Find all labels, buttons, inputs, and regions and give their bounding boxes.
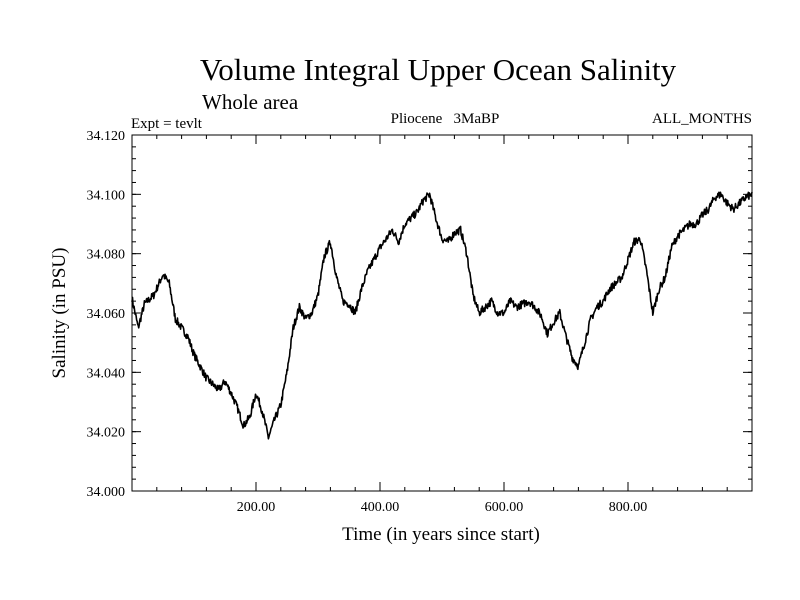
y-tick-label: 34.100 xyxy=(87,188,126,203)
y-tick-labels: 34.000 34.020 34.040 34.060 34.080 34.100 34.1… xyxy=(87,129,126,500)
x-tick-label: 200.00 xyxy=(237,500,276,515)
y-tick-label: 34.000 xyxy=(87,485,126,500)
chart-subtitle: Whole area xyxy=(202,90,299,114)
y-tick-label: 34.020 xyxy=(87,426,126,441)
experiment-label: Expt = tevlt xyxy=(131,116,203,132)
y-tick-label: 34.060 xyxy=(87,307,126,322)
y-tick-label: 34.120 xyxy=(87,129,126,144)
y-tick-label: 34.080 xyxy=(87,248,126,263)
period-label: Pliocene 3MaBP xyxy=(391,111,500,127)
y-axis-label: Salinity (in PSU) xyxy=(49,248,70,379)
chart-title: Volume Integral Upper Ocean Salinity xyxy=(200,52,677,87)
x-tick-label: 800.00 xyxy=(609,500,648,515)
x-axis-label: Time (in years since start) xyxy=(342,524,540,545)
x-tick-label: 600.00 xyxy=(485,500,524,515)
months-label: ALL_MONTHS xyxy=(652,111,752,127)
x-tick-label: 400.00 xyxy=(361,500,400,515)
y-tick-label: 34.040 xyxy=(87,366,126,381)
x-tick-labels: 200.00 400.00 600.00 800.00 xyxy=(237,500,648,515)
plot-frame xyxy=(131,134,753,492)
salinity-series-line xyxy=(131,191,753,440)
axis-ticks xyxy=(131,134,753,492)
